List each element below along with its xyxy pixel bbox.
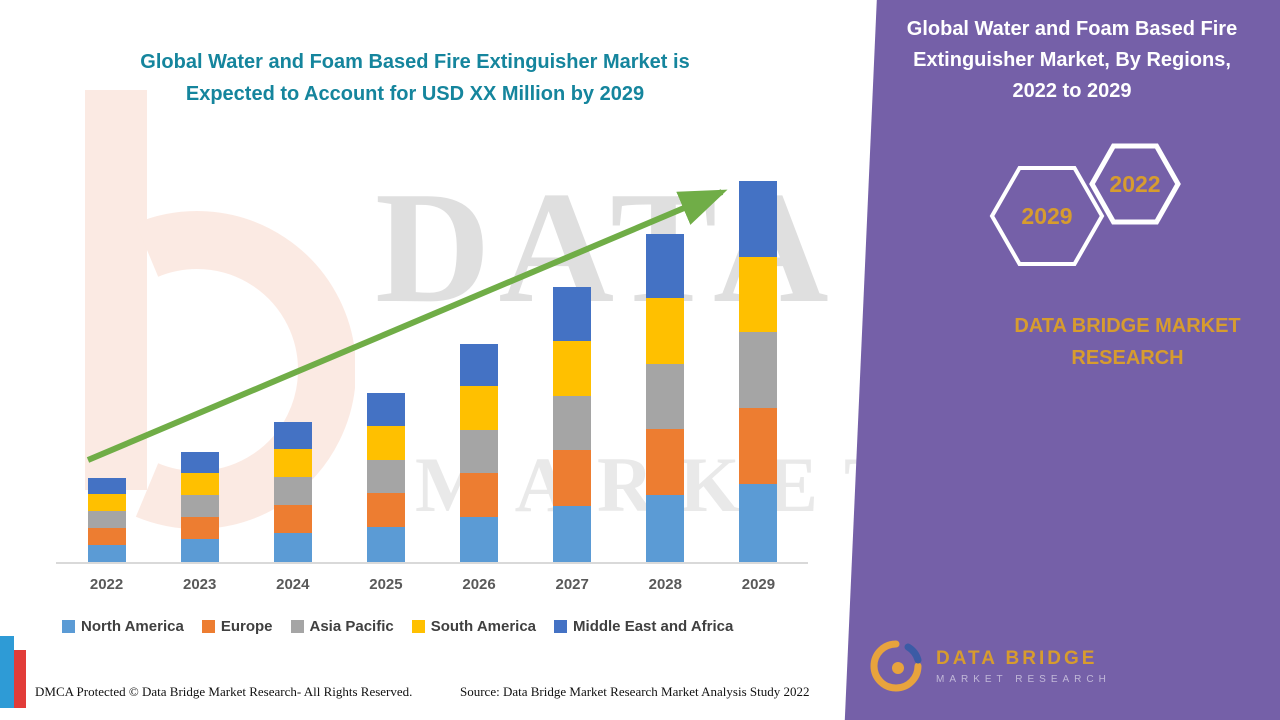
bar-segment xyxy=(180,517,219,540)
stacked-bar-2028 xyxy=(646,233,685,562)
bar-segment xyxy=(180,472,219,495)
bar-segment xyxy=(646,494,685,562)
legend-label: South America xyxy=(430,618,537,635)
bar-segment xyxy=(366,426,405,460)
bar-segment xyxy=(87,510,126,528)
bar-segment xyxy=(366,393,405,427)
bar-segment xyxy=(87,494,126,511)
x-tick-label: 2024 xyxy=(276,576,310,593)
stacked-bar-2022 xyxy=(87,478,126,562)
bar-segment xyxy=(646,233,685,299)
bar-slot-2022 xyxy=(60,180,153,562)
dmca-notice: DMCA Protected © Data Bridge Market Rese… xyxy=(35,684,413,699)
bar-slot-2029 xyxy=(712,180,805,562)
x-tick-label: 2026 xyxy=(462,576,496,593)
chart-title-line1: Global Water and Foam Based Fire Extingu… xyxy=(140,51,690,73)
stacked-bar-2027 xyxy=(553,286,592,562)
x-tick-label: 2022 xyxy=(89,576,124,593)
bars xyxy=(60,180,805,562)
bar-segment xyxy=(366,493,405,527)
bar-segment xyxy=(460,517,499,562)
x-axis-line xyxy=(56,562,808,564)
x-tick-label: 2028 xyxy=(648,576,682,593)
bar-slot-2027 xyxy=(526,180,619,562)
x-axis-labels: 2022 2023 2024 2025 2026 2027 2028 2029 xyxy=(60,576,805,593)
bar-slot-2023 xyxy=(153,180,246,562)
bar-slot-2025 xyxy=(339,180,432,562)
legend-label: Asia Pacific xyxy=(309,618,394,635)
bar-segment xyxy=(460,473,499,517)
chart-title: Global Water and Foam Based Fire Extingu… xyxy=(75,46,755,110)
bar-segment xyxy=(460,343,499,387)
bar-segment xyxy=(739,332,778,409)
legend-swatch-icon xyxy=(290,620,304,633)
x-tick-label: 2023 xyxy=(183,576,217,593)
stacked-bar-2024 xyxy=(273,422,312,562)
legend-swatch-icon xyxy=(554,620,568,633)
x-tick-label: 2025 xyxy=(369,576,403,593)
bar-slot-2024 xyxy=(246,180,339,562)
bar-segment xyxy=(646,429,685,495)
bar-segment xyxy=(366,459,405,494)
bar-segment xyxy=(180,451,219,473)
bar-segment xyxy=(646,298,685,364)
bar-segment xyxy=(460,429,499,474)
legend-swatch-icon xyxy=(201,620,215,633)
stacked-bar-2023 xyxy=(180,451,219,562)
legend-label: Europe xyxy=(220,618,273,635)
legend-item: Asia Pacific xyxy=(290,618,394,635)
bar-segment xyxy=(739,484,778,562)
bar-segment xyxy=(646,363,685,430)
bar-segment xyxy=(273,477,312,505)
legend-item: Middle East and Africa xyxy=(554,618,733,635)
bar-segment xyxy=(273,422,312,450)
bar-segment xyxy=(87,527,126,545)
bar-segment xyxy=(739,181,778,257)
legend-label: Middle East and Africa xyxy=(573,618,734,635)
bar-segment xyxy=(273,504,312,533)
bar-segment xyxy=(273,533,312,562)
legend-item: Europe xyxy=(201,618,273,635)
bar-segment xyxy=(460,386,499,430)
bar-slot-2028 xyxy=(619,180,712,562)
chart-legend: North America Europe Asia Pacific South Ame… xyxy=(62,618,733,635)
bar-segment xyxy=(87,478,126,495)
x-tick-label: 2029 xyxy=(741,576,776,593)
bar-segment xyxy=(739,408,778,485)
bar-segment xyxy=(553,505,592,562)
bar-segment xyxy=(553,395,592,451)
legend-swatch-icon xyxy=(411,620,425,633)
chart-title-line2: Expected to Account for USD XX Million b… xyxy=(185,83,645,105)
bar-segment xyxy=(739,256,778,333)
source-note: Source: Data Bridge Market Research Mark… xyxy=(460,684,810,699)
legend-label: North America xyxy=(81,618,184,635)
legend-swatch-icon xyxy=(62,620,75,633)
legend-item: South America xyxy=(411,618,537,635)
x-tick-label: 2027 xyxy=(555,576,589,593)
bar-segment xyxy=(553,286,592,341)
bar-segment xyxy=(87,544,126,562)
bar-slot-2026 xyxy=(433,180,526,562)
bar-segment xyxy=(180,539,219,562)
stacked-bar-2025 xyxy=(366,393,405,562)
bar-segment xyxy=(553,340,592,396)
bar-segment xyxy=(553,450,592,506)
legend-item: North America xyxy=(62,618,184,635)
bar-segment xyxy=(366,526,405,562)
stacked-bar-2029 xyxy=(739,181,778,562)
stacked-bar-2026 xyxy=(460,343,499,562)
bar-segment xyxy=(273,449,312,478)
bar-segment xyxy=(180,494,219,518)
